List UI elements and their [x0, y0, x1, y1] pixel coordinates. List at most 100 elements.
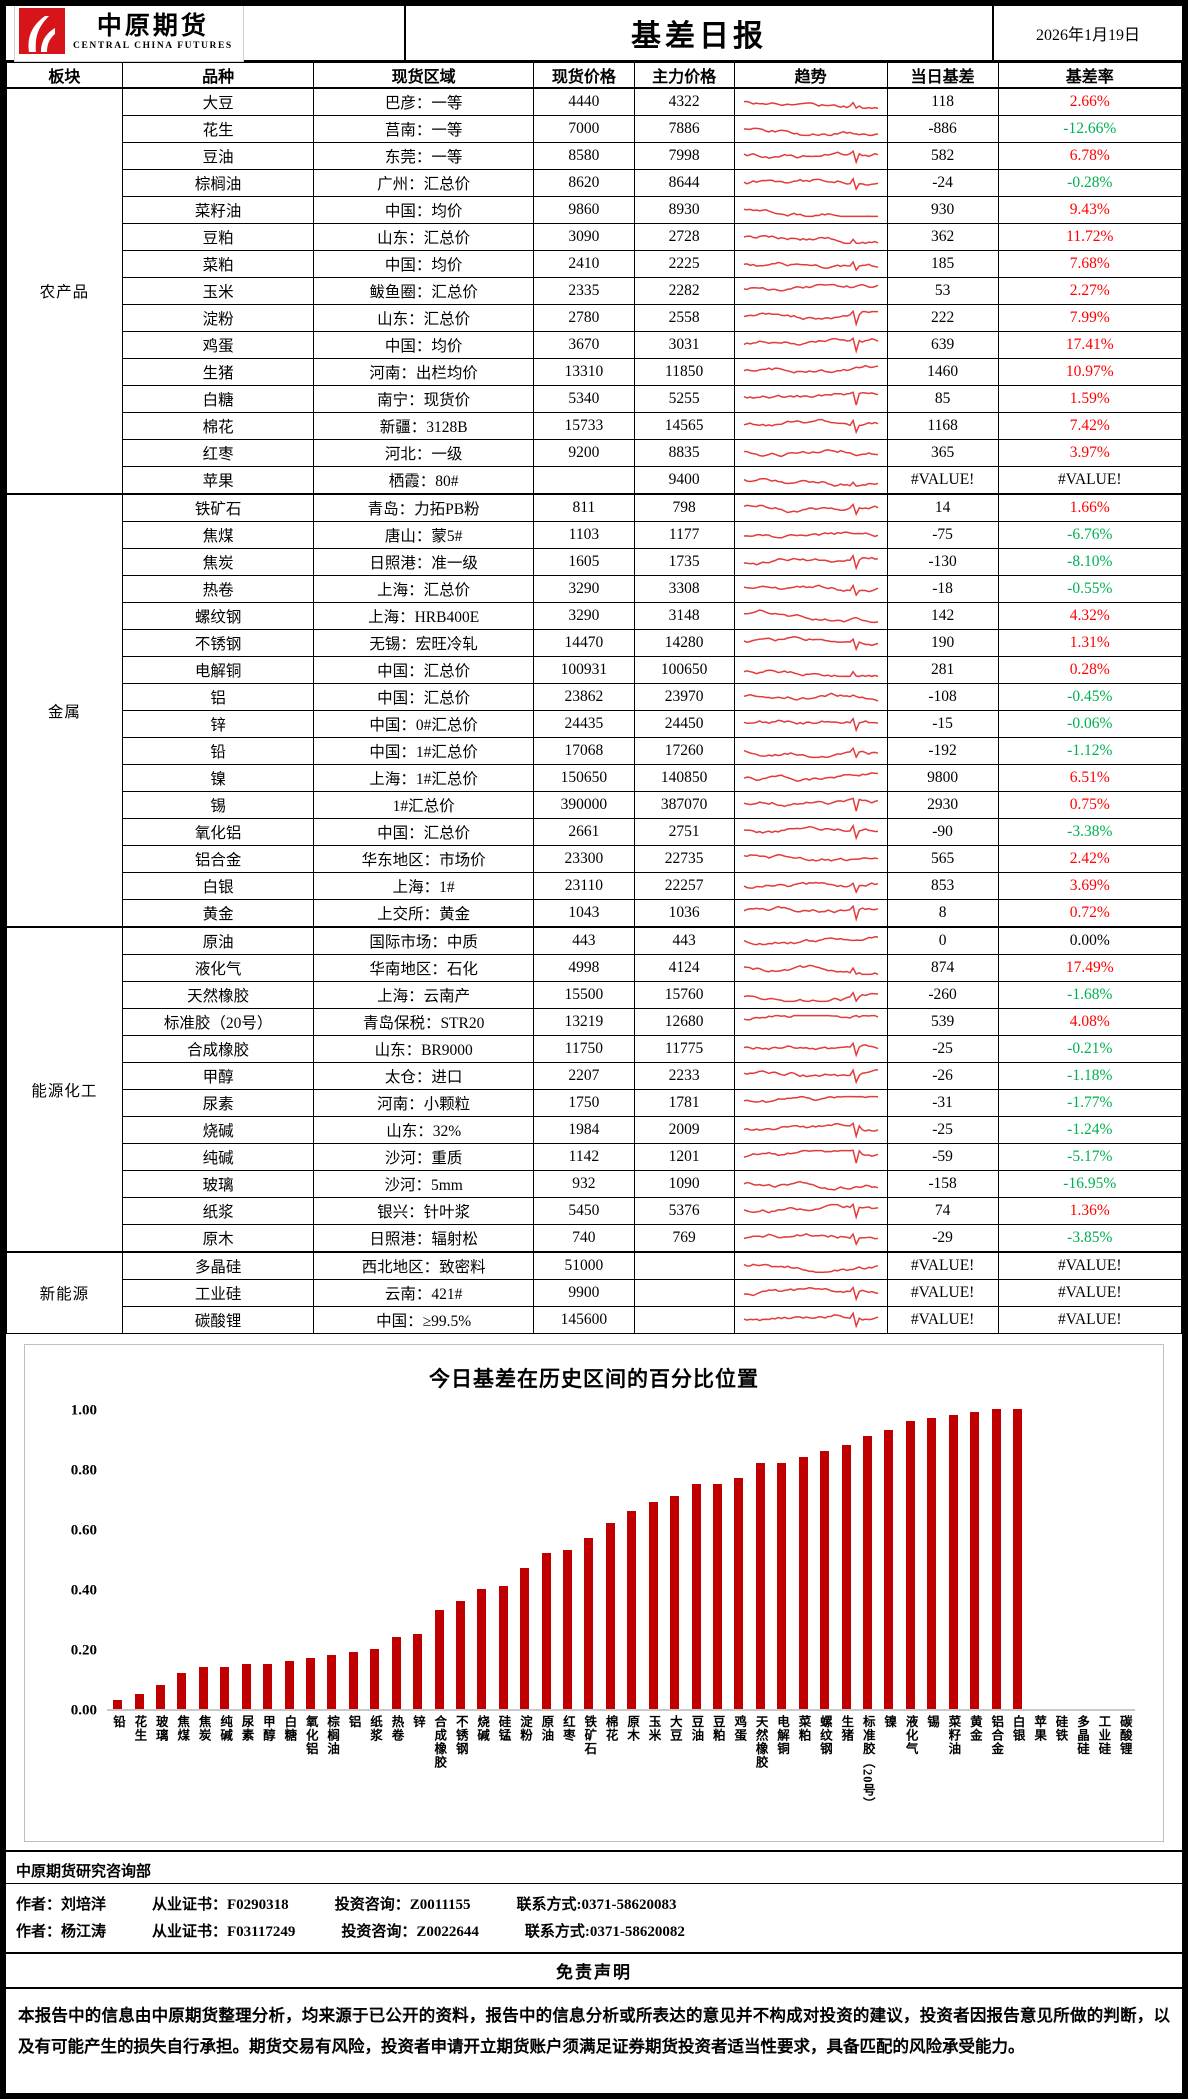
- chart-bar-slot: [171, 1411, 192, 1709]
- main-price-cell: 2009: [633, 1116, 735, 1144]
- basis-rate-cell: -6.76%: [997, 521, 1182, 549]
- daily-basis-cell: -31: [886, 1089, 999, 1117]
- sector-cell: 金属: [6, 493, 123, 928]
- author-line: 作者：刘培洋 从业证书：F0290318 投资咨询：Z0011155 联系方式:037…: [16, 1890, 1172, 1917]
- trend-sparkline: [743, 1121, 878, 1139]
- main-price-cell: 1036: [633, 899, 735, 928]
- trend-cell: [733, 737, 888, 765]
- basis-rate-cell: 7.68%: [997, 250, 1182, 278]
- table-row: 生猪 河南：出栏均价 13310 11850 1460 10.97%: [7, 358, 1182, 386]
- table-row: 白银 上海：1# 23110 22257 853 3.69%: [7, 872, 1182, 900]
- chart-x-label-slot: 原油: [535, 1715, 556, 1853]
- chart-bar-slot: [707, 1411, 728, 1709]
- chart-x-label: 铅: [110, 1715, 125, 1729]
- author-info-segment: 作者：刘培洋: [16, 1897, 107, 1913]
- trend-sparkline: [743, 364, 878, 374]
- basis-rate-cell: 0.28%: [997, 656, 1182, 684]
- region-cell: 新疆：3128B: [313, 412, 534, 440]
- variety-cell: 天然橡胶: [121, 981, 315, 1009]
- daily-basis-cell: -25: [886, 1035, 999, 1063]
- chart-x-label-slot: 甲醇: [257, 1715, 278, 1853]
- chart-x-label-slot: 玻璃: [150, 1715, 171, 1853]
- daily-basis-cell: 74: [886, 1197, 999, 1225]
- main-price-cell: 22257: [633, 872, 735, 900]
- chart-bar: [648, 1502, 658, 1709]
- trend-sparkline: [743, 531, 878, 539]
- trend-sparkline: [743, 1014, 878, 1021]
- spot-price-cell: 51000: [533, 1251, 635, 1280]
- trend-sparkline: [743, 583, 878, 597]
- trend-cell: [733, 1279, 888, 1307]
- trend-cell: [733, 385, 888, 413]
- table-row: 菜粕 中国：均价 2410 2225 185 7.68%: [7, 250, 1182, 278]
- spot-price-cell: 3090: [533, 223, 635, 251]
- chart-bar: [627, 1511, 637, 1709]
- chart-x-label-slot: 原木: [621, 1715, 642, 1853]
- chart-x-label: 锡: [924, 1715, 939, 1729]
- trend-sparkline: [743, 503, 878, 517]
- trend-cell: [733, 1116, 888, 1144]
- chart-x-label-slot: 电解铜: [771, 1715, 792, 1853]
- daily-basis-cell: #VALUE!: [886, 466, 999, 495]
- chart-bar: [713, 1484, 723, 1709]
- main-price-cell: 3031: [633, 331, 735, 359]
- basis-rate-cell: 17.41%: [997, 331, 1182, 359]
- table-row: 淀粉 山东：汇总价 2780 2558 222 7.99%: [7, 304, 1182, 332]
- chart-bar-slot: [493, 1411, 514, 1709]
- chart-bar-slot: [685, 1411, 706, 1709]
- main-price-cell: 3308: [633, 575, 735, 603]
- table-row: 金属 铁矿石 青岛：力拓PB粉 811 798 14 1.66%: [6, 493, 1182, 928]
- spot-price-cell: 5450: [533, 1197, 635, 1225]
- column-header: 主力价格: [633, 62, 735, 89]
- variety-cell: 焦煤: [121, 521, 315, 549]
- table-row: 鸡蛋 中国：均价 3670 3031 639 17.41%: [7, 331, 1182, 359]
- trend-cell: [733, 954, 888, 982]
- trend-sparkline: [743, 1263, 878, 1274]
- table-row: 纯碱 沙河：重质 1142 1201 -59 -5.17%: [7, 1143, 1182, 1171]
- chart-x-label: 纸浆: [368, 1715, 383, 1742]
- spot-price-cell: 23862: [533, 683, 635, 711]
- table-row: 螺纹钢 上海：HRB400E 3290 3148 142 4.32%: [7, 602, 1182, 630]
- chart-x-label-slot: 苹果: [1028, 1715, 1049, 1853]
- trend-sparkline: [743, 991, 878, 1003]
- basis-table: 板块 品种 现货区域 现货价格 主力价格 趋势 当日基差 基差率 农产品 大豆 巴彦：一等 4440…: [6, 62, 1182, 1334]
- region-cell: 无锡：宏旺冷轧: [313, 629, 534, 657]
- chart-x-label: 玻璃: [153, 1715, 168, 1742]
- table-row: 镍上海：1#汇总价 150650 140850 9800 6.51%: [7, 764, 1182, 792]
- table-row: 花生 莒南：一等 7000 7886 -886 -12.66%: [7, 115, 1182, 143]
- trend-sparkline: [743, 772, 878, 782]
- main-price-cell: 14280: [633, 629, 735, 657]
- spot-price-cell: 2780: [533, 304, 635, 332]
- chart-bar-slot: [1114, 1411, 1135, 1709]
- trend-sparkline: [743, 554, 878, 571]
- spot-price-cell: 24435: [533, 710, 635, 738]
- trend-cell: [733, 602, 888, 630]
- basis-rate-cell: -12.66%: [997, 115, 1182, 143]
- chart-x-label-slot: 铅: [107, 1715, 128, 1853]
- region-cell: 南宁：现货价: [313, 385, 534, 413]
- chart-x-label: 电解铜: [775, 1715, 790, 1756]
- spot-price-cell: 23300: [533, 845, 635, 873]
- trend-sparkline: [743, 336, 878, 354]
- variety-cell: 淀粉: [121, 304, 315, 332]
- trend-sparkline: [743, 149, 878, 165]
- trend-cell: [733, 1089, 888, 1117]
- chart-x-label-slot: 纸浆: [364, 1715, 385, 1853]
- chart-x-label: 不锈钢: [453, 1715, 468, 1756]
- region-cell: 西北地区：致密料: [313, 1251, 534, 1280]
- basis-rate-cell: #VALUE!: [997, 466, 1182, 495]
- chart-x-label: 生猪: [839, 1715, 854, 1742]
- table-row: 碳酸锂 中国：≥99.5% 145600 #VALUE! #VALUE!: [7, 1306, 1182, 1334]
- chart-x-label: 尿素: [239, 1715, 254, 1742]
- variety-cell: 纸浆: [121, 1197, 315, 1225]
- chart-bar-slot: [985, 1409, 1006, 1709]
- chart-bar: [134, 1694, 144, 1709]
- main-price-cell: [633, 1279, 735, 1307]
- variety-cell: 豆油: [121, 142, 315, 170]
- page-title: 基差日报: [631, 20, 767, 53]
- chart-x-label-slot: 铝合金: [985, 1715, 1006, 1853]
- table-row: 农产品 大豆 巴彦：一等 4440 4322 118 2.66%: [6, 87, 1182, 495]
- variety-cell: 碳酸锂: [121, 1306, 315, 1334]
- chart-x-label-slot: 铝: [343, 1715, 364, 1853]
- trend-cell: [733, 169, 888, 197]
